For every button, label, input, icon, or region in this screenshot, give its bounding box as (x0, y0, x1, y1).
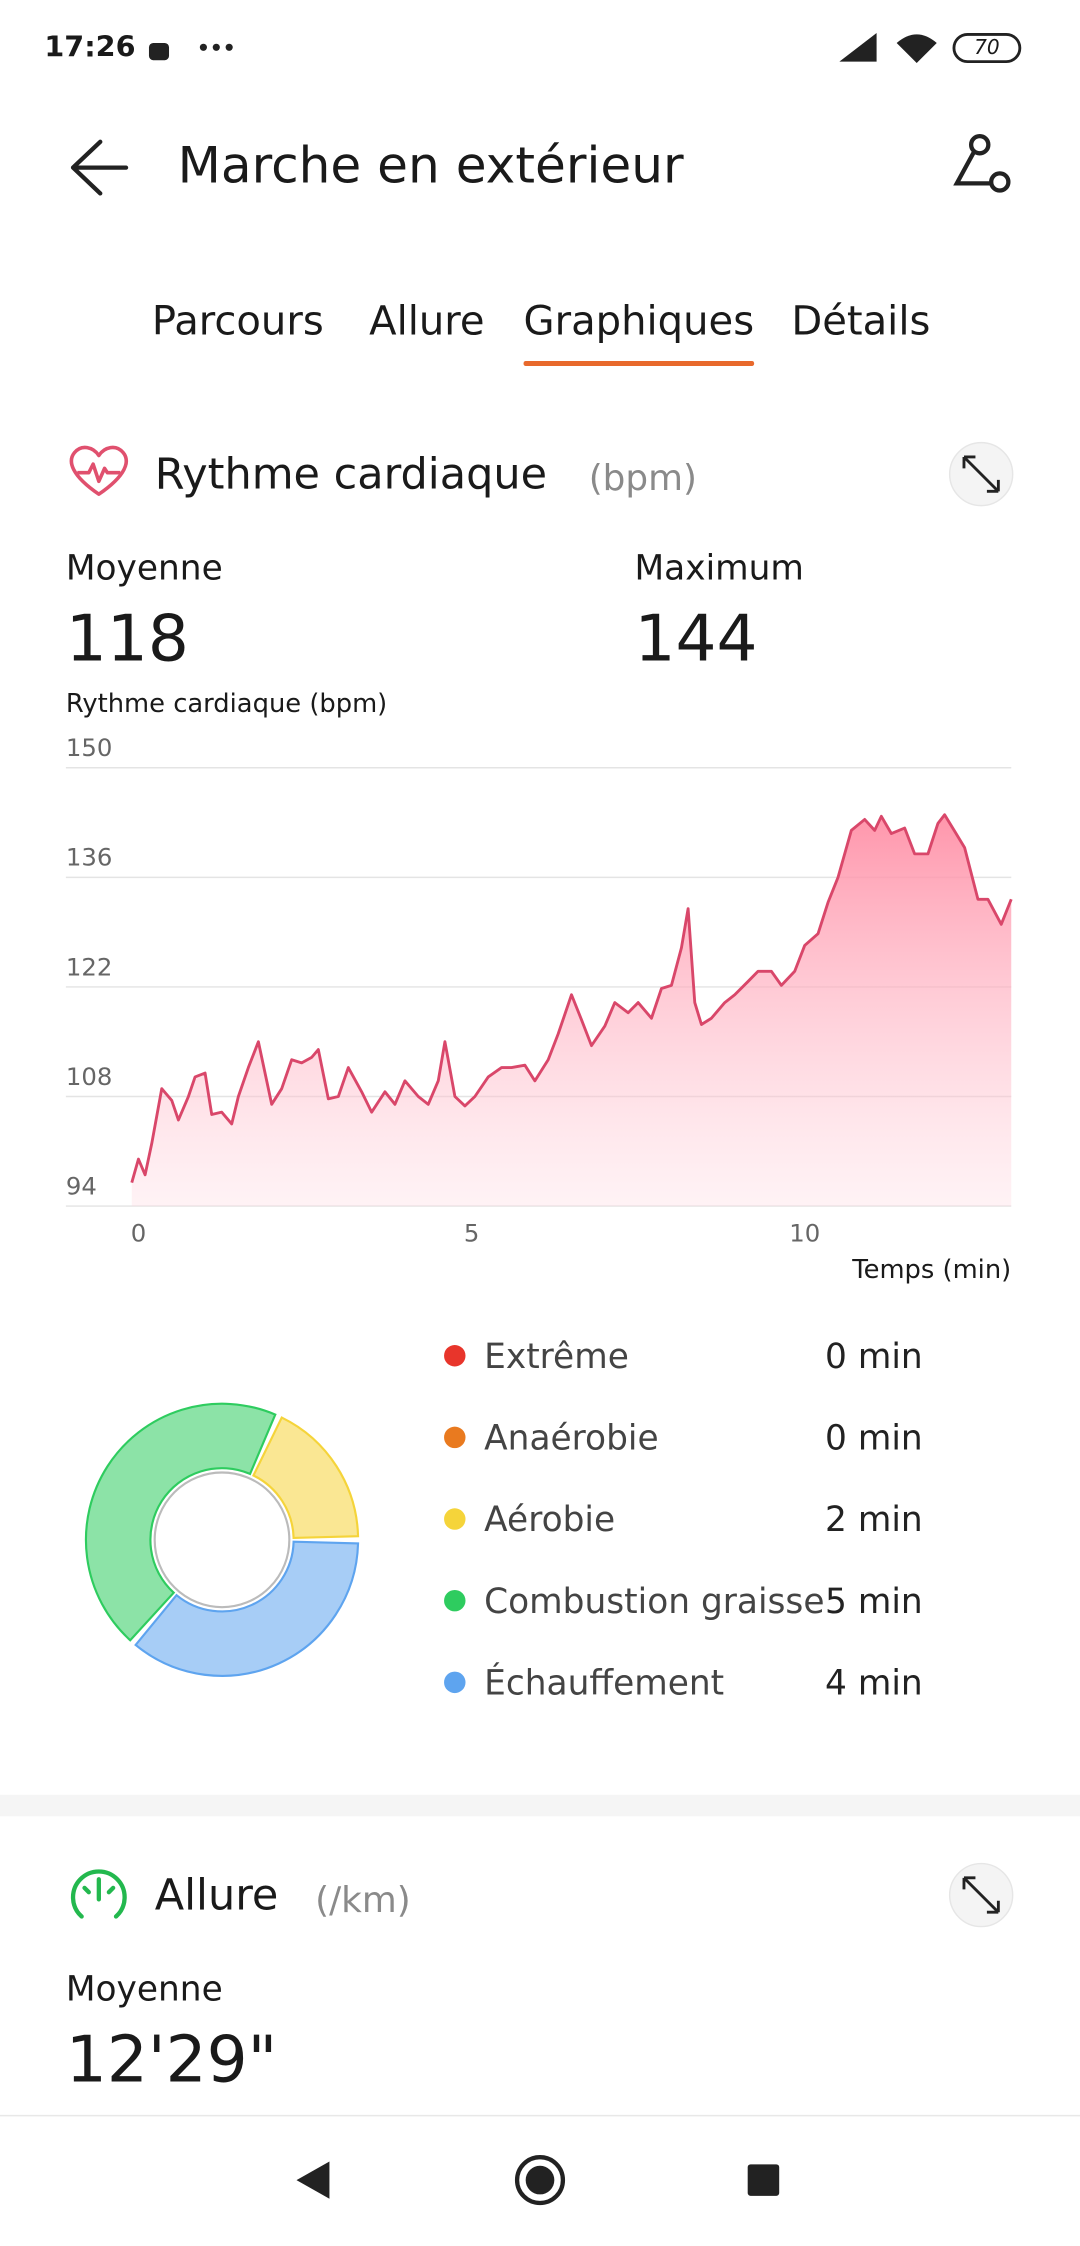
stat-value: 12'29" (66, 2023, 277, 2098)
more-dot (225, 43, 233, 51)
y-tick-label: 136 (66, 843, 112, 872)
gauge-needle (82, 1877, 116, 1902)
legend-row: Aérobie 2 min (444, 1497, 1060, 1543)
stat-label: Maximum (635, 549, 804, 589)
route-button[interactable] (953, 133, 1011, 193)
stat-value: 144 (635, 602, 758, 677)
legend-name: Extrême (484, 1336, 629, 1377)
line (130, 813, 1013, 1183)
legend-row: Extrême 0 min (444, 1334, 1060, 1380)
heart-rate-chart: 94 108 122 136 150 0 5 10 (65, 733, 1013, 1248)
legend-list: Extrême 0 min Anaérobie 0 min Aérobie 2 min Co… (444, 1334, 1060, 1706)
legend-name: Anaérobie (484, 1418, 659, 1459)
home-ring (514, 2155, 566, 2206)
battery-icon (952, 32, 1022, 64)
legend-value: 5 min (825, 1581, 923, 1622)
expand-button[interactable] (948, 441, 1014, 507)
legend-value: 0 min (825, 1418, 923, 1459)
axis-label: Temps (min) (851, 1255, 1011, 1285)
legend-row: Échauffement 4 min (444, 1660, 1060, 1706)
route-node (968, 133, 991, 156)
status-icons (148, 32, 1022, 64)
card-unit: (/km) (315, 1880, 411, 1921)
y-tick-label: 122 (66, 952, 112, 981)
signal-icon (839, 32, 877, 62)
wifi-icon (896, 34, 937, 64)
status-time: 17:26 (44, 30, 135, 64)
tab[interactable]: Graphiques (524, 299, 755, 345)
more-dot (199, 43, 207, 51)
legend-row: Anaérobie 0 min (444, 1415, 1060, 1461)
card-unit: (bpm) (589, 458, 697, 499)
legend-value: 0 min (825, 1336, 923, 1377)
legend-dot (444, 1671, 466, 1694)
expand-button[interactable] (948, 1862, 1014, 1928)
legend-name: Échauffement (484, 1663, 725, 1704)
y-tick-label: 150 (66, 733, 112, 762)
card-title: Allure (155, 1870, 279, 1920)
zone-donut (84, 1402, 360, 1677)
donut-segment (84, 1402, 277, 1642)
home-dot (525, 2165, 555, 2195)
tab[interactable]: Détails (791, 299, 930, 345)
legend-dot (444, 1508, 466, 1530)
y-tick-label: 108 (66, 1062, 112, 1091)
donut-hole (153, 1471, 291, 1609)
page-title: Marche en extérieur (178, 136, 684, 195)
route-node (989, 171, 1011, 193)
route-line (953, 149, 994, 186)
y-tick-label: 94 (66, 1171, 97, 1200)
legend-name: Combustion graisse (484, 1581, 825, 1622)
card-title: Rythme cardiaque (155, 450, 547, 500)
legend-row: Combustion graisse 5 min (444, 1578, 1060, 1624)
legend-dot (444, 1345, 466, 1367)
more-dot (212, 43, 220, 51)
legend-name: Aérobie (484, 1499, 616, 1540)
x-tick-label: 10 (789, 1219, 820, 1248)
card-separator (0, 1794, 1080, 1817)
tab-indicator (523, 360, 755, 366)
legend-value: 2 min (825, 1499, 923, 1540)
expand-arrows (962, 455, 1000, 493)
donut-segment (252, 1416, 360, 1540)
notification-icon (148, 43, 170, 61)
back-button[interactable] (70, 139, 129, 196)
legend-value: 4 min (825, 1663, 923, 1704)
stat-label: Moyenne (66, 549, 223, 589)
legend-dot (444, 1426, 466, 1449)
nav-back[interactable] (296, 2161, 330, 2199)
stat-value: 118 (66, 602, 189, 677)
nav-recent[interactable] (747, 2164, 780, 2196)
tab-bar: Parcours Allure Graphiques Détails (152, 299, 930, 366)
nav-home[interactable] (514, 2155, 566, 2206)
stat-label: Moyenne (66, 1970, 223, 2010)
pace-icon (70, 1869, 127, 1919)
area (131, 814, 1012, 1207)
tab[interactable]: Parcours (152, 299, 324, 345)
x-tick-label: 0 (131, 1219, 147, 1248)
donut-segment (134, 1540, 360, 1677)
axis-label: Rythme cardiaque (bpm) (66, 689, 387, 719)
heart-icon (69, 445, 129, 496)
battery-level: 70 (974, 35, 1000, 59)
x-tick-label: 5 (464, 1219, 480, 1248)
expand-arrows (962, 1876, 1000, 1914)
legend-dot (444, 1589, 466, 1612)
gauge-arc (70, 1869, 127, 1919)
tab[interactable]: Allure (369, 299, 484, 345)
